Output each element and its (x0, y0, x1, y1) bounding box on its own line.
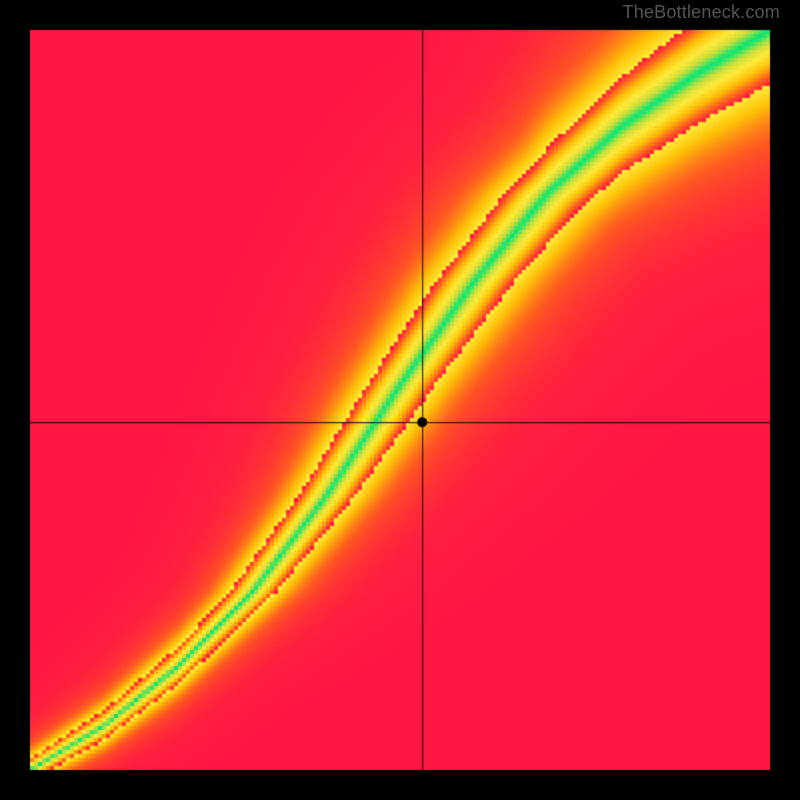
bottleneck-heatmap (0, 0, 800, 800)
chart-container: TheBottleneck.com (0, 0, 800, 800)
watermark-text: TheBottleneck.com (623, 2, 780, 23)
